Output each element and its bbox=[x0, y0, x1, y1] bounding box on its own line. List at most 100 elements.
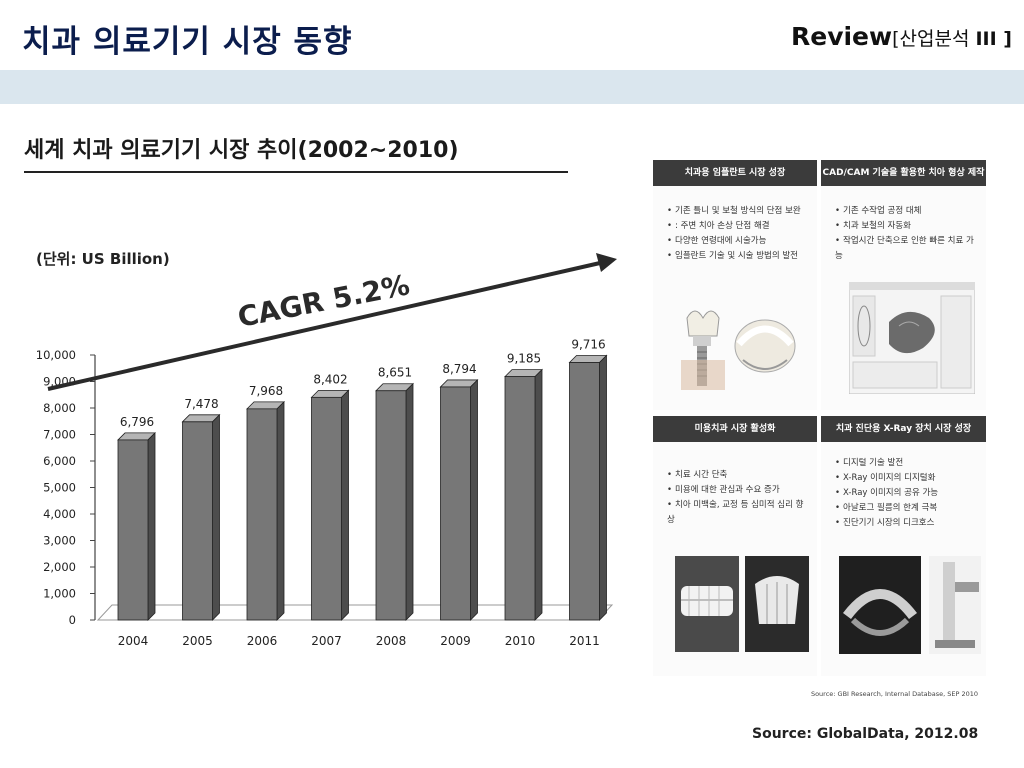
bar-value-label: 8,794 bbox=[442, 362, 476, 376]
panel-bullets: 기존 수작업 공정 대체 치과 보철의 자동화 작업시간 단축으로 인한 빠른 … bbox=[835, 204, 980, 264]
panel-bullet: 작업시간 단축으로 인한 빠른 치료 가능 bbox=[835, 234, 980, 264]
y-tick-label: 7,000 bbox=[43, 428, 76, 442]
panel-bullet: 미용에 대한 관심과 수요 증가 bbox=[667, 483, 811, 498]
x-tick-label: 2005 bbox=[182, 634, 213, 648]
x-tick-label: 2004 bbox=[118, 634, 149, 648]
x-tick-label: 2009 bbox=[440, 634, 471, 648]
source-note: Source: GlobalData, 2012.08 bbox=[752, 726, 979, 742]
panel-bullet: 임플란트 기술 및 시술 방법의 발전 bbox=[667, 249, 811, 264]
dental-implant-image bbox=[681, 310, 796, 390]
tag-korean: [산업분석 bbox=[892, 28, 976, 50]
bar-value-label: 9,185 bbox=[507, 352, 541, 366]
bar-value-label: 7,968 bbox=[249, 384, 283, 398]
panel-bullet: X-Ray 이미지의 디지털화 bbox=[835, 471, 980, 486]
panel-cosmetic: 미용치과 시장 활성화 치료 시간 단축 미용에 대한 관심과 수요 증가 치아… bbox=[653, 416, 817, 676]
bar-front-face bbox=[246, 408, 278, 621]
bar-side-face bbox=[405, 382, 414, 621]
bar-value-label: 7,478 bbox=[184, 397, 218, 411]
panel-bullet: : 주변 치아 손상 단점 해결 bbox=[667, 219, 811, 234]
bar-side-face bbox=[147, 431, 156, 621]
x-tick-label: 2006 bbox=[247, 634, 278, 648]
panel-bullet: 기존 틀니 및 보철 방식의 단점 보완 bbox=[667, 204, 811, 219]
panel-source-note: Source: GBI Research, Internal Database,… bbox=[810, 690, 978, 698]
x-tick-label: 2007 bbox=[311, 634, 342, 648]
bar-side-face bbox=[534, 368, 543, 621]
y-axis: 0 1,000 2,000 3,000 4,000 5,000 6,000 7,000 8,00… bbox=[36, 348, 96, 627]
tag-suffix: III ] bbox=[975, 28, 1012, 50]
dental-trends-infographic: 치과용 임플란트 시장 성장 기존 틀니 및 보철 방식의 단점 보완 : 주변… bbox=[653, 160, 986, 708]
chart-floor bbox=[96, 604, 614, 621]
y-tick-label: 8,000 bbox=[43, 401, 76, 415]
bar-front-face bbox=[440, 386, 471, 621]
market-trend-chart: 세계 치과 의료기기 시장 추이(2002~2010) (단위: US Bill… bbox=[24, 138, 617, 648]
y-tick-label: 10,000 bbox=[36, 348, 76, 362]
bar-front-face bbox=[311, 396, 342, 621]
bar-side-face bbox=[276, 400, 285, 621]
bar-front-face bbox=[375, 390, 407, 621]
slide-title: 치과 의료기기 시장 동향 bbox=[22, 24, 353, 60]
y-tick-label: 6,000 bbox=[43, 454, 76, 468]
tag-prefix: Review bbox=[790, 22, 893, 51]
bar: 7,478 bbox=[181, 397, 221, 621]
x-axis-labels: 2004 2005 2006 2007 2008 2009 2010 2011 bbox=[118, 634, 600, 648]
panel-bullets: 디지털 기술 발전 X-Ray 이미지의 디지털화 X-Ray 이미지의 공유 … bbox=[835, 456, 980, 531]
bar: 9,716 bbox=[568, 338, 608, 621]
panel-bullet: 아날로그 필름의 한계 극복 bbox=[835, 501, 980, 516]
unit-label: (단위: US Billion) bbox=[36, 250, 170, 268]
panel-bullets: 치료 시간 단축 미용에 대한 관심과 수요 증가 치아 미백술, 교정 등 심… bbox=[667, 468, 811, 528]
bar: 9,185 bbox=[504, 352, 543, 621]
panel-bullets: 기존 틀니 및 보철 방식의 단점 보완 : 주변 치아 손상 단점 해결 다양… bbox=[667, 204, 811, 264]
title-accent-band bbox=[0, 70, 1024, 104]
y-tick-label: 3,000 bbox=[43, 534, 76, 548]
bar-value-label: 8,402 bbox=[313, 372, 347, 386]
panel-header: 미용치과 시장 활성화 bbox=[653, 416, 817, 442]
bar-value-label: 6,796 bbox=[120, 415, 154, 429]
bar: 8,794 bbox=[439, 362, 479, 621]
panel-bullet: 치료 시간 단축 bbox=[667, 468, 811, 483]
panel-xray: 치과 진단용 X-Ray 장치 시장 성장 디지털 기술 발전 X-Ray 이미… bbox=[821, 416, 986, 676]
bar-side-face bbox=[341, 389, 349, 621]
cagr-arrow-shaft bbox=[47, 261, 601, 391]
cagr-arrow bbox=[47, 253, 617, 391]
panel-bullet: 디지털 기술 발전 bbox=[835, 456, 980, 471]
cad-cam-screenshot bbox=[849, 282, 975, 394]
bar: 7,968 bbox=[246, 384, 285, 621]
y-tick-label: 5,000 bbox=[43, 481, 76, 495]
panel-bullet: 기존 수작업 공정 대체 bbox=[835, 204, 980, 219]
y-tick-label: 1,000 bbox=[43, 587, 76, 601]
x-tick-label: 2008 bbox=[376, 634, 407, 648]
bar-front-face bbox=[182, 421, 213, 621]
bar-front-face bbox=[569, 362, 600, 621]
xray-image bbox=[839, 556, 981, 654]
panel-header: 치과 진단용 X-Ray 장치 시장 성장 bbox=[821, 416, 986, 442]
panel-implant: 치과용 임플란트 시장 성장 기존 틀니 및 보철 방식의 단점 보완 : 주변… bbox=[653, 160, 817, 410]
bar: 6,796 bbox=[117, 415, 156, 621]
y-tick-label: 2,000 bbox=[43, 560, 76, 574]
panel-bullet: X-Ray 이미지의 공유 가능 bbox=[835, 486, 980, 501]
bar-front-face bbox=[504, 376, 536, 621]
panel-bullet: 치과 보철의 자동화 bbox=[835, 219, 980, 234]
x-tick-label: 2010 bbox=[505, 634, 536, 648]
bar-value-label: 8,651 bbox=[378, 366, 412, 380]
y-tick-label: 4,000 bbox=[43, 507, 76, 521]
panel-bullet: 다양한 연령대에 시술가능 bbox=[667, 234, 811, 249]
bar: 8,402 bbox=[310, 372, 350, 621]
panel-header: CAD/CAM 기술을 활용한 치아 형상 제작 bbox=[821, 160, 986, 186]
slide-section-tag: Review[산업분석 III ] bbox=[791, 22, 1012, 51]
bar-value-label: 9,716 bbox=[571, 338, 605, 352]
bar: 8,651 bbox=[375, 366, 414, 621]
y-tick-label: 0 bbox=[69, 613, 76, 627]
bar-side-face bbox=[212, 413, 220, 621]
bar-side-face bbox=[599, 354, 607, 621]
bar-series: 6,796 7,478 7,968 8,402 8,651 8,794 9,185 9,716 bbox=[96, 338, 614, 621]
chart-title: 세계 치과 의료기기 시장 추이(2002~2010) bbox=[24, 138, 459, 163]
orthodontic-image bbox=[675, 556, 809, 652]
bar-side-face bbox=[470, 378, 478, 621]
cagr-arrow-head bbox=[596, 253, 617, 272]
x-tick-label: 2011 bbox=[569, 634, 600, 648]
panel-bullet: 치아 미백술, 교정 등 심미적 심리 향상 bbox=[667, 498, 811, 528]
bar-front-face bbox=[117, 439, 149, 621]
panel-header: 치과용 임플란트 시장 성장 bbox=[653, 160, 817, 186]
panel-bullet: 진단기기 시장의 디크호스 bbox=[835, 516, 980, 531]
panel-cad-cam: CAD/CAM 기술을 활용한 치아 형상 제작 기존 수작업 공정 대체 치과… bbox=[821, 160, 986, 410]
